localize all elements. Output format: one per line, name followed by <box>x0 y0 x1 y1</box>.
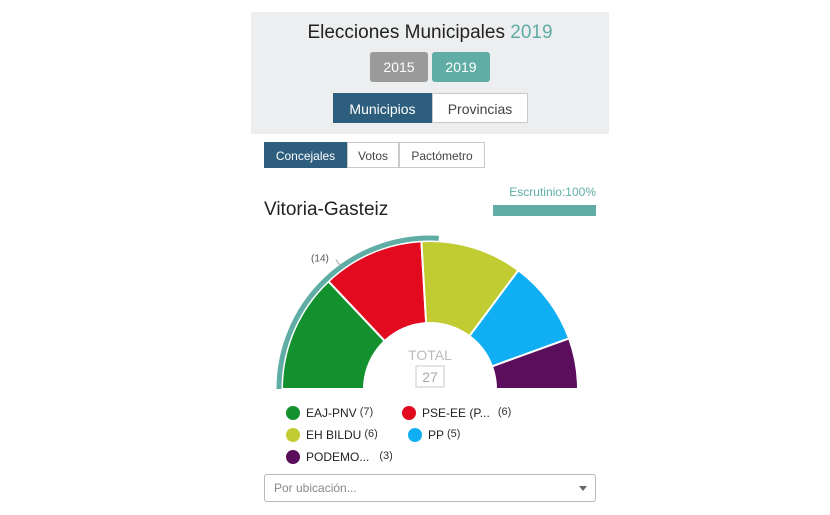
legend-dot <box>402 405 416 420</box>
year-selector: 2015 2019 <box>251 52 609 82</box>
legend-dot <box>408 427 422 442</box>
legend-count: (3) <box>379 450 393 462</box>
title-text: Elecciones Municipales <box>307 22 505 43</box>
page-title: Elecciones Municipales 2019 <box>251 22 609 44</box>
legend-name: PSE-EE (P... <box>422 405 490 420</box>
majority-arc <box>276 235 439 390</box>
scrutiny-progress-bar <box>493 205 596 216</box>
legend-count: (5) <box>447 428 461 440</box>
seats-hemicycle-chart: (14) TOTAL 27 <box>276 235 580 390</box>
scrutiny-label: Escrutinio:100% <box>509 185 596 199</box>
legend-item-pse-ee[interactable]: PSE-EE (P... (6) <box>402 403 511 421</box>
total-box <box>415 365 445 388</box>
chevron-down-icon <box>579 486 587 491</box>
legend-name: PP <box>428 427 445 442</box>
header-panel: Elecciones Municipales 2019 2015 2019 Mu… <box>251 12 609 134</box>
legend-name: EH BILDU <box>306 427 362 442</box>
year-2019-button[interactable]: 2019 <box>432 52 490 82</box>
legend-dot <box>286 405 300 420</box>
legend-name: PODEMO... <box>306 449 370 464</box>
seat-slice-podemos[interactable] <box>490 337 580 390</box>
tab-concejales[interactable]: Concejales <box>264 142 347 168</box>
majority-tick <box>335 259 342 267</box>
legend-name: EAJ-PNV <box>306 405 357 420</box>
total-label: TOTAL <box>408 347 452 363</box>
legend-item-pp[interactable]: PP (5) <box>408 425 460 443</box>
legend-item-eh-bildu[interactable]: EH BILDU (6) <box>286 425 378 443</box>
tab-provincias[interactable]: Provincias <box>432 93 528 123</box>
legend-count: (6) <box>364 428 378 440</box>
legend-dot <box>286 449 300 464</box>
title-year: 2019 <box>510 22 553 43</box>
location-select[interactable]: Por ubicación... <box>264 474 596 502</box>
legend-dot <box>286 427 300 442</box>
scrutiny-progress-fill <box>493 205 596 216</box>
total-value: 27 <box>422 369 438 385</box>
legend-item-podemos[interactable]: PODEMO... (3) <box>286 447 393 465</box>
legend-item-eaj-pnv[interactable]: EAJ-PNV (7) <box>286 403 373 421</box>
majority-label: (14) <box>311 254 329 265</box>
tab-municipios[interactable]: Municipios <box>333 93 432 123</box>
legend-count: (7) <box>359 406 374 418</box>
scope-tabs: Municipios Provincias <box>333 93 528 123</box>
tab-votos[interactable]: Votos <box>347 142 399 168</box>
year-2015-button[interactable]: 2015 <box>370 52 428 82</box>
location-select-placeholder: Por ubicación... <box>274 481 357 495</box>
legend-count: (6) <box>497 406 512 418</box>
city-name: Vitoria-Gasteiz <box>264 199 389 220</box>
view-tabs: Concejales Votos Pactómetro <box>264 142 485 168</box>
tab-pactometro[interactable]: Pactómetro <box>399 142 485 168</box>
